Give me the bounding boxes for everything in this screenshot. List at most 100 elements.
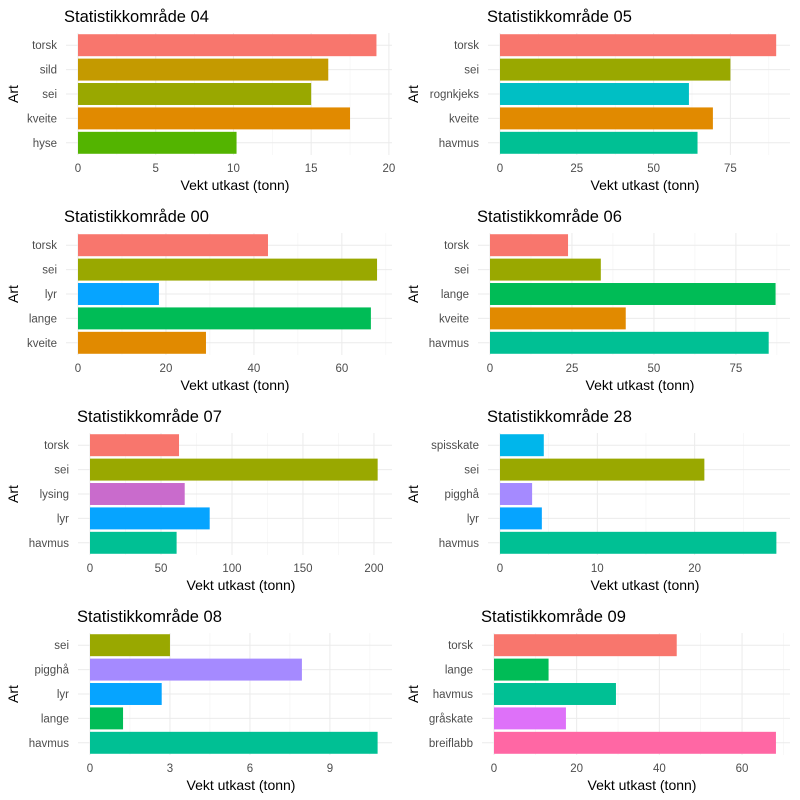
y-axis-label: Art [5,285,21,303]
y-tick-label: sei [54,465,69,477]
y-tick-label: lange [41,713,69,725]
chart-panel: torsk sei lange kveite havmus 0 25 50 75 Statisti… [405,208,790,393]
x-tick-label: 75 [730,363,743,375]
chart-title: Statistikkområde 04 [64,8,209,26]
bar-sild [78,58,329,81]
y-tick-label: torsk [454,40,479,52]
chart-title: Statistikkområde 08 [77,608,222,626]
x-tick-label: 50 [648,363,661,375]
x-axis-label: Vekt utkast (tonn) [181,177,290,193]
y-tick-label: sei [464,465,479,477]
x-tick-label: 20 [160,363,173,375]
x-tick-label: 75 [724,163,737,175]
x-tick-label: 9 [327,763,333,775]
x-tick-label: 3 [167,763,173,775]
x-tick-label: 0 [497,163,503,175]
y-tick-label: kveite [449,113,479,125]
x-tick-label: 10 [591,563,604,575]
bar-kveite [500,107,713,130]
chart-panel: sei pigghå lyr lange havmus 0 3 6 9 Statistikkomr… [5,608,392,793]
bar-havmus [500,531,777,554]
bar-sei [90,634,170,657]
y-tick-label: lyr [57,513,69,525]
y-axis-label: Art [5,485,21,503]
x-tick-label: 20 [570,763,583,775]
y-tick-label: sei [454,265,469,277]
y-tick-label: lyr [57,689,69,701]
y-tick-label: havmus [433,689,474,701]
x-tick-label: 6 [247,763,253,775]
bar-torsk [78,234,268,257]
x-tick-label: 50 [647,163,660,175]
bar-pigghå [90,658,302,681]
x-tick-label: 50 [155,563,168,575]
bar-havmus [90,531,177,554]
x-tick-label: 200 [364,563,383,575]
bar-lange [90,707,124,730]
y-tick-label: kveite [439,313,469,325]
y-tick-label: kveite [27,338,57,350]
y-tick-label: havmus [439,538,480,550]
x-axis-label: Vekt utkast (tonn) [591,577,700,593]
x-tick-label: 0 [87,563,93,575]
x-tick-label: 5 [153,163,159,175]
bar-torsk [490,234,569,257]
y-tick-label: torsk [448,640,473,652]
x-tick-label: 25 [566,363,579,375]
x-tick-label: 60 [736,763,749,775]
y-tick-label: breiflabb [429,738,473,750]
x-tick-label: 0 [491,763,497,775]
y-tick-label: havmus [439,138,480,150]
bar-rognkjeks [500,83,689,105]
bar-lange [78,307,371,330]
chart-title: Statistikkområde 00 [64,208,209,226]
x-tick-label: 0 [497,563,503,575]
x-axis-label: Vekt utkast (tonn) [187,777,296,793]
bar-breiflabb [494,731,776,754]
x-tick-label: 0 [75,163,81,175]
y-tick-label: sild [40,65,57,77]
chart-panel: torsk lange havmus gråskate breiflabb 0 20 40 60… [405,608,790,793]
bar-havmus [90,731,378,754]
bar-lyr [90,507,210,530]
y-axis-label: Art [405,85,421,103]
y-tick-label: pigghå [34,665,69,677]
bar-havmus [500,131,698,154]
x-axis-label: Vekt utkast (tonn) [586,377,695,393]
bar-sei [500,58,731,81]
bar-kveite [490,307,626,330]
chart-panel: spisskate sei pigghå lyr havmus 0 10 20 Statisti… [405,408,790,593]
x-tick-label: 40 [653,763,666,775]
x-tick-label: 40 [248,363,261,375]
y-tick-label: lyr [45,289,57,301]
y-tick-label: sei [42,265,57,277]
bar-gråskate [494,707,566,730]
bar-pigghå [500,483,533,505]
x-tick-label: 25 [570,163,583,175]
chart-title: Statistikkområde 07 [77,408,222,426]
chart-panel: torsk sild sei kveite hyse 0 5 10 15 20 Statistikk… [5,8,395,193]
y-tick-label: torsk [44,440,69,452]
bar-lange [490,283,776,305]
bar-havmus [490,331,769,354]
y-tick-label: torsk [444,240,469,252]
bar-sei [500,458,705,481]
y-tick-label: kveite [27,113,57,125]
x-tick-label: 15 [305,163,318,175]
y-tick-label: gråskate [429,713,473,725]
x-tick-label: 20 [688,563,701,575]
x-axis-label: Vekt utkast (tonn) [588,777,697,793]
chart-title: Statistikkområde 09 [481,608,626,626]
chart-panel: torsk sei rognkjeks kveite havmus 0 25 50 75 Stat… [405,8,790,193]
y-tick-label: hyse [33,138,57,150]
y-tick-label: lange [445,665,473,677]
x-tick-label: 20 [382,163,395,175]
x-tick-label: 0 [75,363,81,375]
x-tick-label: 150 [293,563,312,575]
y-axis-label: Art [405,485,421,503]
bar-torsk [78,34,377,57]
bar-lysing [90,483,185,505]
bar-spisskate [500,434,544,457]
chart-title: Statistikkområde 05 [487,8,632,26]
x-tick-label: 60 [335,363,348,375]
